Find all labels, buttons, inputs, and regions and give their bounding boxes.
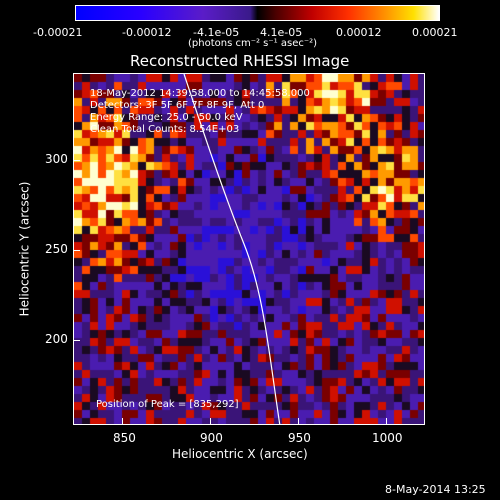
- obs-time: 18-May-2012 14:39:58.000 to 14:45:58.000: [90, 88, 310, 99]
- heatmap-image: [74, 74, 424, 424]
- y-tick-label: 250: [45, 242, 68, 256]
- y-tick-label: 200: [45, 332, 68, 346]
- clean-counts: Clean Total Counts: 8.54E+03: [90, 124, 240, 135]
- heatmap-plot: 18-May-2012 14:39:58.000 to 14:45:58.000…: [73, 73, 425, 425]
- colorbar-tick: 0.00021: [412, 26, 458, 39]
- colorbar-tick: -0.00012: [122, 26, 172, 39]
- colorbar-tick: -0.00021: [33, 26, 83, 39]
- x-axis-label: Heliocentric X (arcsec): [172, 447, 308, 461]
- plot-title: Reconstructed RHESSI Image: [130, 52, 350, 70]
- y-tick-mark: [73, 340, 80, 341]
- colorbar-tick: 4.1e-05: [260, 26, 303, 39]
- y-tick-mark: [73, 160, 80, 161]
- x-tick-mark: [386, 418, 387, 425]
- colorbar-tick: 0.00012: [336, 26, 382, 39]
- solar-limb-line: [183, 74, 281, 424]
- footer-date: 8-May-2014 13:25: [385, 483, 486, 496]
- x-tick-mark: [298, 418, 299, 425]
- x-tick-label: 950: [288, 431, 311, 445]
- energy-range: Energy Range: 25.0 - 50.0 keV: [90, 112, 243, 123]
- x-tick-mark: [122, 418, 123, 425]
- colorbar: [75, 5, 440, 21]
- detectors: Detectors: 3F 5F 6F 7F 8F 9F, Att 0: [90, 100, 265, 111]
- x-tick-label: 900: [200, 431, 223, 445]
- x-tick-label: 850: [113, 431, 136, 445]
- peak-position: Position of Peak = [835,292]: [96, 399, 239, 410]
- y-tick-label: 300: [45, 152, 68, 166]
- y-tick-mark: [73, 250, 80, 251]
- colorbar-tick: -4.1e-05: [193, 26, 240, 39]
- x-tick-label: 1000: [372, 431, 403, 445]
- colorbar-units: (photons cm⁻² s⁻¹ asec⁻²): [188, 38, 318, 49]
- y-axis-label: Heliocentric Y (arcsec): [17, 181, 32, 317]
- x-tick-mark: [210, 418, 211, 425]
